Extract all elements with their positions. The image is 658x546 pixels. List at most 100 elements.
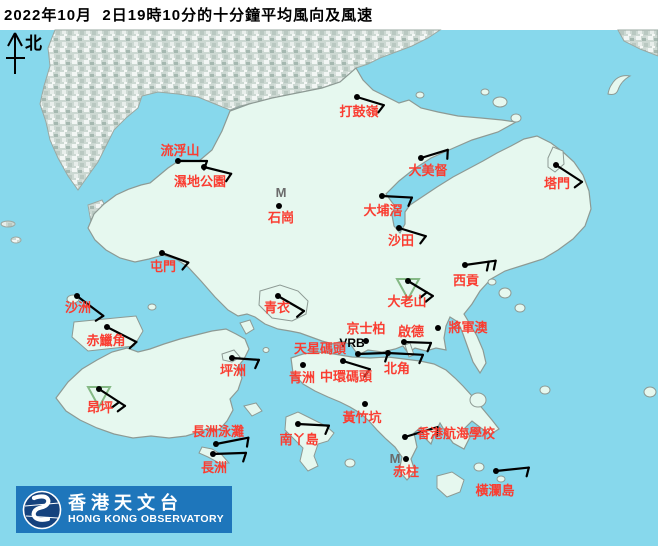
station-dot-ngong-ping [96, 386, 102, 392]
station-dot-north-point [385, 350, 391, 356]
wind-barb-feather-cheung-chau [242, 451, 248, 463]
station-dot-peng-chau [229, 355, 235, 361]
station-label-tap-mun: 塔門 [544, 176, 570, 191]
station-label-cheung-chau: 長洲 [201, 460, 227, 475]
wind-barb-shaft-tai-mei-tuk [419, 148, 449, 160]
station-dot-tap-mun [553, 162, 559, 168]
wind-barb-shaft-tsing-yi [276, 294, 306, 313]
m-marker-shek-kong: M [276, 185, 287, 200]
wind-barb-feather-tap-mun [573, 180, 584, 189]
wind-barb-feather-sai-kung [492, 259, 497, 271]
station-label-tsing-yi: 青衣 [264, 300, 290, 315]
logo-english-name: HONG KONG OBSERVATORY [68, 513, 224, 525]
wind-barb-shaft-kai-tak [402, 340, 433, 345]
wind-barb-feather-tai-po-kau [407, 196, 414, 207]
station-dot-wong-chuk-hang [362, 401, 368, 407]
wind-barb-shaft-peng-chau [230, 356, 261, 361]
station-dot-central-pier [340, 358, 346, 364]
station-dot-wetland-park [201, 164, 207, 170]
station-dot-kings-park [363, 338, 369, 344]
station-dot-tai-mei-tuk [418, 155, 424, 161]
wind-barb-feather-sai-kung [485, 260, 490, 272]
station-dot-hk-sea-school [402, 434, 408, 440]
station-label-sha-tin: 沙田 [388, 233, 414, 248]
station-label-ta-kwu-ling: 打鼓嶺 [339, 104, 378, 119]
wind-barb-feather-chek-lap-kok [128, 340, 138, 350]
station-label-tai-mei-tuk: 大美督 [408, 163, 447, 178]
wind-barb-shaft-chek-lap-kok [105, 325, 138, 344]
station-label-sha-chau: 沙洲 [65, 300, 91, 315]
station-dot-lamma-island [295, 421, 301, 427]
wind-barb-shaft-tuen-mun [160, 251, 190, 264]
station-label-tai-po-kau: 大埔滘 [363, 203, 402, 218]
wind-barb-feather-ngong-ping [110, 400, 121, 409]
wind-barb-feather-ta-kwu-ling [377, 104, 385, 114]
wind-barb-feather-tates-cairn [424, 294, 434, 303]
wind-barb-shaft-sai-kung [463, 259, 497, 267]
station-label-green-island: 青洲 [289, 370, 315, 385]
station-dot-sha-chau [74, 293, 80, 299]
hko-logo-icon [22, 490, 62, 529]
wind-barb-shaft-ngong-ping [97, 387, 127, 407]
station-dot-sha-tin [396, 225, 402, 231]
station-label-kai-tak: 啟德 [398, 324, 424, 339]
land-lantau-island [55, 328, 250, 439]
station-label-cheung-chau-beach: 長洲泳灘 [192, 424, 244, 439]
wind-barb-feather-lamma-island [324, 424, 331, 436]
station-dot-tuen-mun [159, 250, 165, 256]
station-label-chek-lap-kok: 赤鱲角 [86, 333, 125, 348]
station-label-wetland-park: 濕地公園 [174, 174, 226, 189]
wind-barb-shaft-tai-po-kau [380, 194, 414, 199]
station-dot-waglan-island [493, 468, 499, 474]
station-label-lamma-island: 南丫島 [279, 432, 318, 447]
wind-barb-feather-kai-tak [426, 341, 433, 353]
wind-barb-shaft-wetland-park [202, 165, 233, 175]
wind-barb-shaft-cheung-chau [211, 451, 248, 456]
wind-barb-shaft-waglan-island [494, 466, 530, 473]
wind-barb-feather-cheung-chau-beach [245, 436, 250, 448]
wind-barb-feather-tuen-mun [181, 261, 190, 271]
wind-barb-feather-waglan-island [525, 466, 530, 478]
land-new-territories-kowloon [87, 67, 592, 375]
wind-barb-shaft-ta-kwu-ling [355, 95, 385, 107]
page-title: 2022年10月 2日19時10分的十分鐘平均風向及風速 [4, 7, 374, 24]
station-dot-star-ferry-pier [355, 351, 361, 357]
wind-barb-shaft-tates-cairn [406, 279, 434, 298]
station-label-star-ferry-pier: 天星碼頭 [294, 341, 347, 356]
station-dot-sai-kung [462, 262, 468, 268]
station-label-tseung-kwan-o: 將軍澳 [448, 320, 488, 335]
wind-barb-feather-central-pier [363, 368, 371, 378]
station-dot-kai-tak [401, 339, 407, 345]
m-marker-stanley: M [390, 451, 401, 466]
hko-logo-strip: 香港天文台 HONG KONG OBSERVATORY [16, 486, 232, 533]
wind-barb-feather-north-point [418, 353, 425, 365]
wind-barb-shaft-lamma-island [296, 422, 331, 427]
station-label-peng-chau: 坪洲 [220, 363, 246, 378]
station-dot-shek-kong [276, 203, 282, 209]
station-label-kings-park: 京士柏 [346, 321, 385, 336]
station-dot-tates-cairn [405, 278, 411, 284]
wind-barb-shaft-tap-mun [554, 163, 584, 183]
wind-barb-feather-sha-tin [419, 235, 427, 245]
station-label-shek-kong: 石崗 [267, 210, 294, 225]
logo-chinese-name: 香港天文台 [68, 493, 183, 513]
wind-barb-shaft-sha-tin [397, 226, 427, 238]
station-label-lau-fau-shan: 流浮山 [160, 143, 199, 158]
station-label-north-point: 北角 [384, 361, 410, 376]
wind-barb-feather-tates-cairn [418, 291, 428, 300]
station-dot-green-island [300, 362, 306, 368]
wind-barb-feather-wetland-park [225, 172, 233, 183]
station-dot-ta-kwu-ling [354, 94, 360, 100]
vrb-label-kings-park: VRB [339, 336, 365, 350]
station-label-hk-sea-school: 香港航海學校 [416, 426, 496, 441]
station-label-wong-chuk-hang: 黃竹坑 [341, 410, 381, 425]
north-label: 北 [25, 34, 42, 53]
wind-barb-shaft-north-point [386, 351, 425, 356]
station-dot-tsing-yi [275, 293, 281, 299]
wind-barb-shaft-cheung-chau-beach [214, 436, 250, 446]
station-dot-chek-lap-kok [104, 324, 110, 330]
station-label-central-pier: 中環碼頭 [320, 369, 373, 384]
